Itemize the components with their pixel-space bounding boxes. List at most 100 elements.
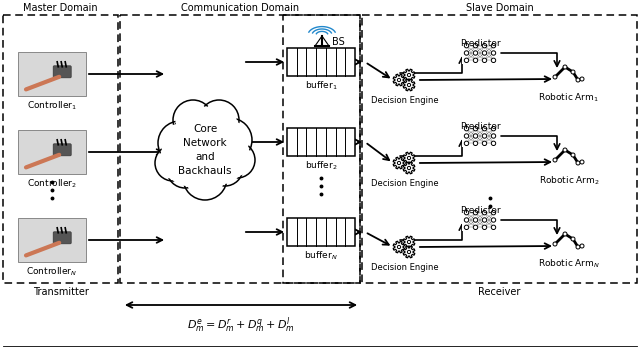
Polygon shape xyxy=(393,157,405,169)
Circle shape xyxy=(580,160,584,164)
Circle shape xyxy=(580,77,584,81)
Polygon shape xyxy=(403,162,415,174)
Circle shape xyxy=(492,44,496,48)
Circle shape xyxy=(571,237,575,241)
Text: Robotic Arm$_N$: Robotic Arm$_N$ xyxy=(538,258,600,271)
Bar xyxy=(462,42,498,64)
Circle shape xyxy=(553,242,557,246)
Bar xyxy=(462,209,498,231)
Circle shape xyxy=(483,44,486,48)
Circle shape xyxy=(397,245,401,248)
Circle shape xyxy=(563,232,567,236)
Polygon shape xyxy=(393,74,405,86)
Circle shape xyxy=(169,154,201,186)
Text: Master Domain: Master Domain xyxy=(23,3,98,13)
Polygon shape xyxy=(403,79,415,91)
Circle shape xyxy=(474,126,477,131)
Circle shape xyxy=(219,142,255,178)
Circle shape xyxy=(221,144,253,176)
Bar xyxy=(362,15,637,283)
Bar xyxy=(462,125,498,147)
Circle shape xyxy=(464,134,468,138)
Text: Core
Network
and
Backhauls: Core Network and Backhauls xyxy=(179,124,232,176)
Circle shape xyxy=(576,161,580,165)
Circle shape xyxy=(158,121,202,165)
Bar xyxy=(283,15,360,283)
Circle shape xyxy=(492,51,496,55)
Polygon shape xyxy=(403,246,415,258)
Circle shape xyxy=(492,134,496,138)
Polygon shape xyxy=(393,241,405,253)
Circle shape xyxy=(563,148,567,152)
Text: Robotic Arm$_2$: Robotic Arm$_2$ xyxy=(538,174,600,186)
Circle shape xyxy=(209,152,241,184)
Circle shape xyxy=(483,218,486,222)
Text: Controller$_2$: Controller$_2$ xyxy=(27,177,77,190)
Circle shape xyxy=(483,58,486,62)
Circle shape xyxy=(202,102,237,137)
Polygon shape xyxy=(403,152,415,164)
Circle shape xyxy=(172,115,239,181)
Circle shape xyxy=(483,51,486,55)
Circle shape xyxy=(408,240,411,243)
Bar xyxy=(18,52,86,96)
Circle shape xyxy=(474,44,477,48)
Circle shape xyxy=(161,124,200,162)
Bar xyxy=(287,218,355,246)
Text: Controller$_N$: Controller$_N$ xyxy=(26,265,77,277)
Circle shape xyxy=(464,225,468,230)
Circle shape xyxy=(199,100,239,140)
Circle shape xyxy=(464,211,468,215)
Circle shape xyxy=(553,158,557,162)
Circle shape xyxy=(483,126,486,131)
Circle shape xyxy=(397,79,401,82)
Circle shape xyxy=(173,100,213,140)
Text: Decision Engine: Decision Engine xyxy=(371,263,439,272)
Text: Receiver: Receiver xyxy=(478,287,521,297)
FancyBboxPatch shape xyxy=(53,144,71,156)
Bar xyxy=(18,130,86,174)
Bar xyxy=(3,15,118,283)
Circle shape xyxy=(167,110,243,186)
Circle shape xyxy=(183,156,227,200)
Circle shape xyxy=(492,225,496,230)
Text: Decision Engine: Decision Engine xyxy=(371,96,439,105)
Circle shape xyxy=(474,141,477,146)
Circle shape xyxy=(474,58,477,62)
Circle shape xyxy=(408,84,411,87)
Circle shape xyxy=(211,121,250,159)
Circle shape xyxy=(492,58,496,62)
Text: buffer$_1$: buffer$_1$ xyxy=(305,79,337,91)
Circle shape xyxy=(408,74,411,77)
Circle shape xyxy=(483,141,486,146)
Text: buffer$_N$: buffer$_N$ xyxy=(304,249,338,261)
Circle shape xyxy=(492,141,496,146)
Polygon shape xyxy=(403,236,415,248)
Circle shape xyxy=(175,102,211,137)
Text: Communication Domain: Communication Domain xyxy=(181,3,299,13)
Circle shape xyxy=(571,153,575,157)
FancyBboxPatch shape xyxy=(53,232,71,244)
Circle shape xyxy=(474,225,477,230)
Circle shape xyxy=(483,134,486,138)
Circle shape xyxy=(464,44,468,48)
Circle shape xyxy=(464,126,468,131)
Circle shape xyxy=(474,211,477,215)
Circle shape xyxy=(408,156,411,160)
Bar xyxy=(287,128,355,156)
Circle shape xyxy=(576,78,580,82)
Text: Decision Engine: Decision Engine xyxy=(371,179,439,188)
Text: $D^{e}_{m} = D^{r}_{m} + D^{q}_{m} + D^{l}_{m}$: $D^{e}_{m} = D^{r}_{m} + D^{q}_{m} + D^{… xyxy=(187,315,295,335)
Text: Transmitter: Transmitter xyxy=(33,287,88,297)
Circle shape xyxy=(186,159,225,197)
Circle shape xyxy=(167,152,203,188)
Circle shape xyxy=(553,75,557,79)
Text: BS: BS xyxy=(332,37,345,47)
Text: Predictor: Predictor xyxy=(460,39,500,48)
Circle shape xyxy=(492,211,496,215)
Text: Predictor: Predictor xyxy=(460,122,500,131)
FancyBboxPatch shape xyxy=(53,66,71,78)
Text: Controller$_1$: Controller$_1$ xyxy=(27,99,77,111)
Circle shape xyxy=(464,141,468,146)
Circle shape xyxy=(474,51,477,55)
